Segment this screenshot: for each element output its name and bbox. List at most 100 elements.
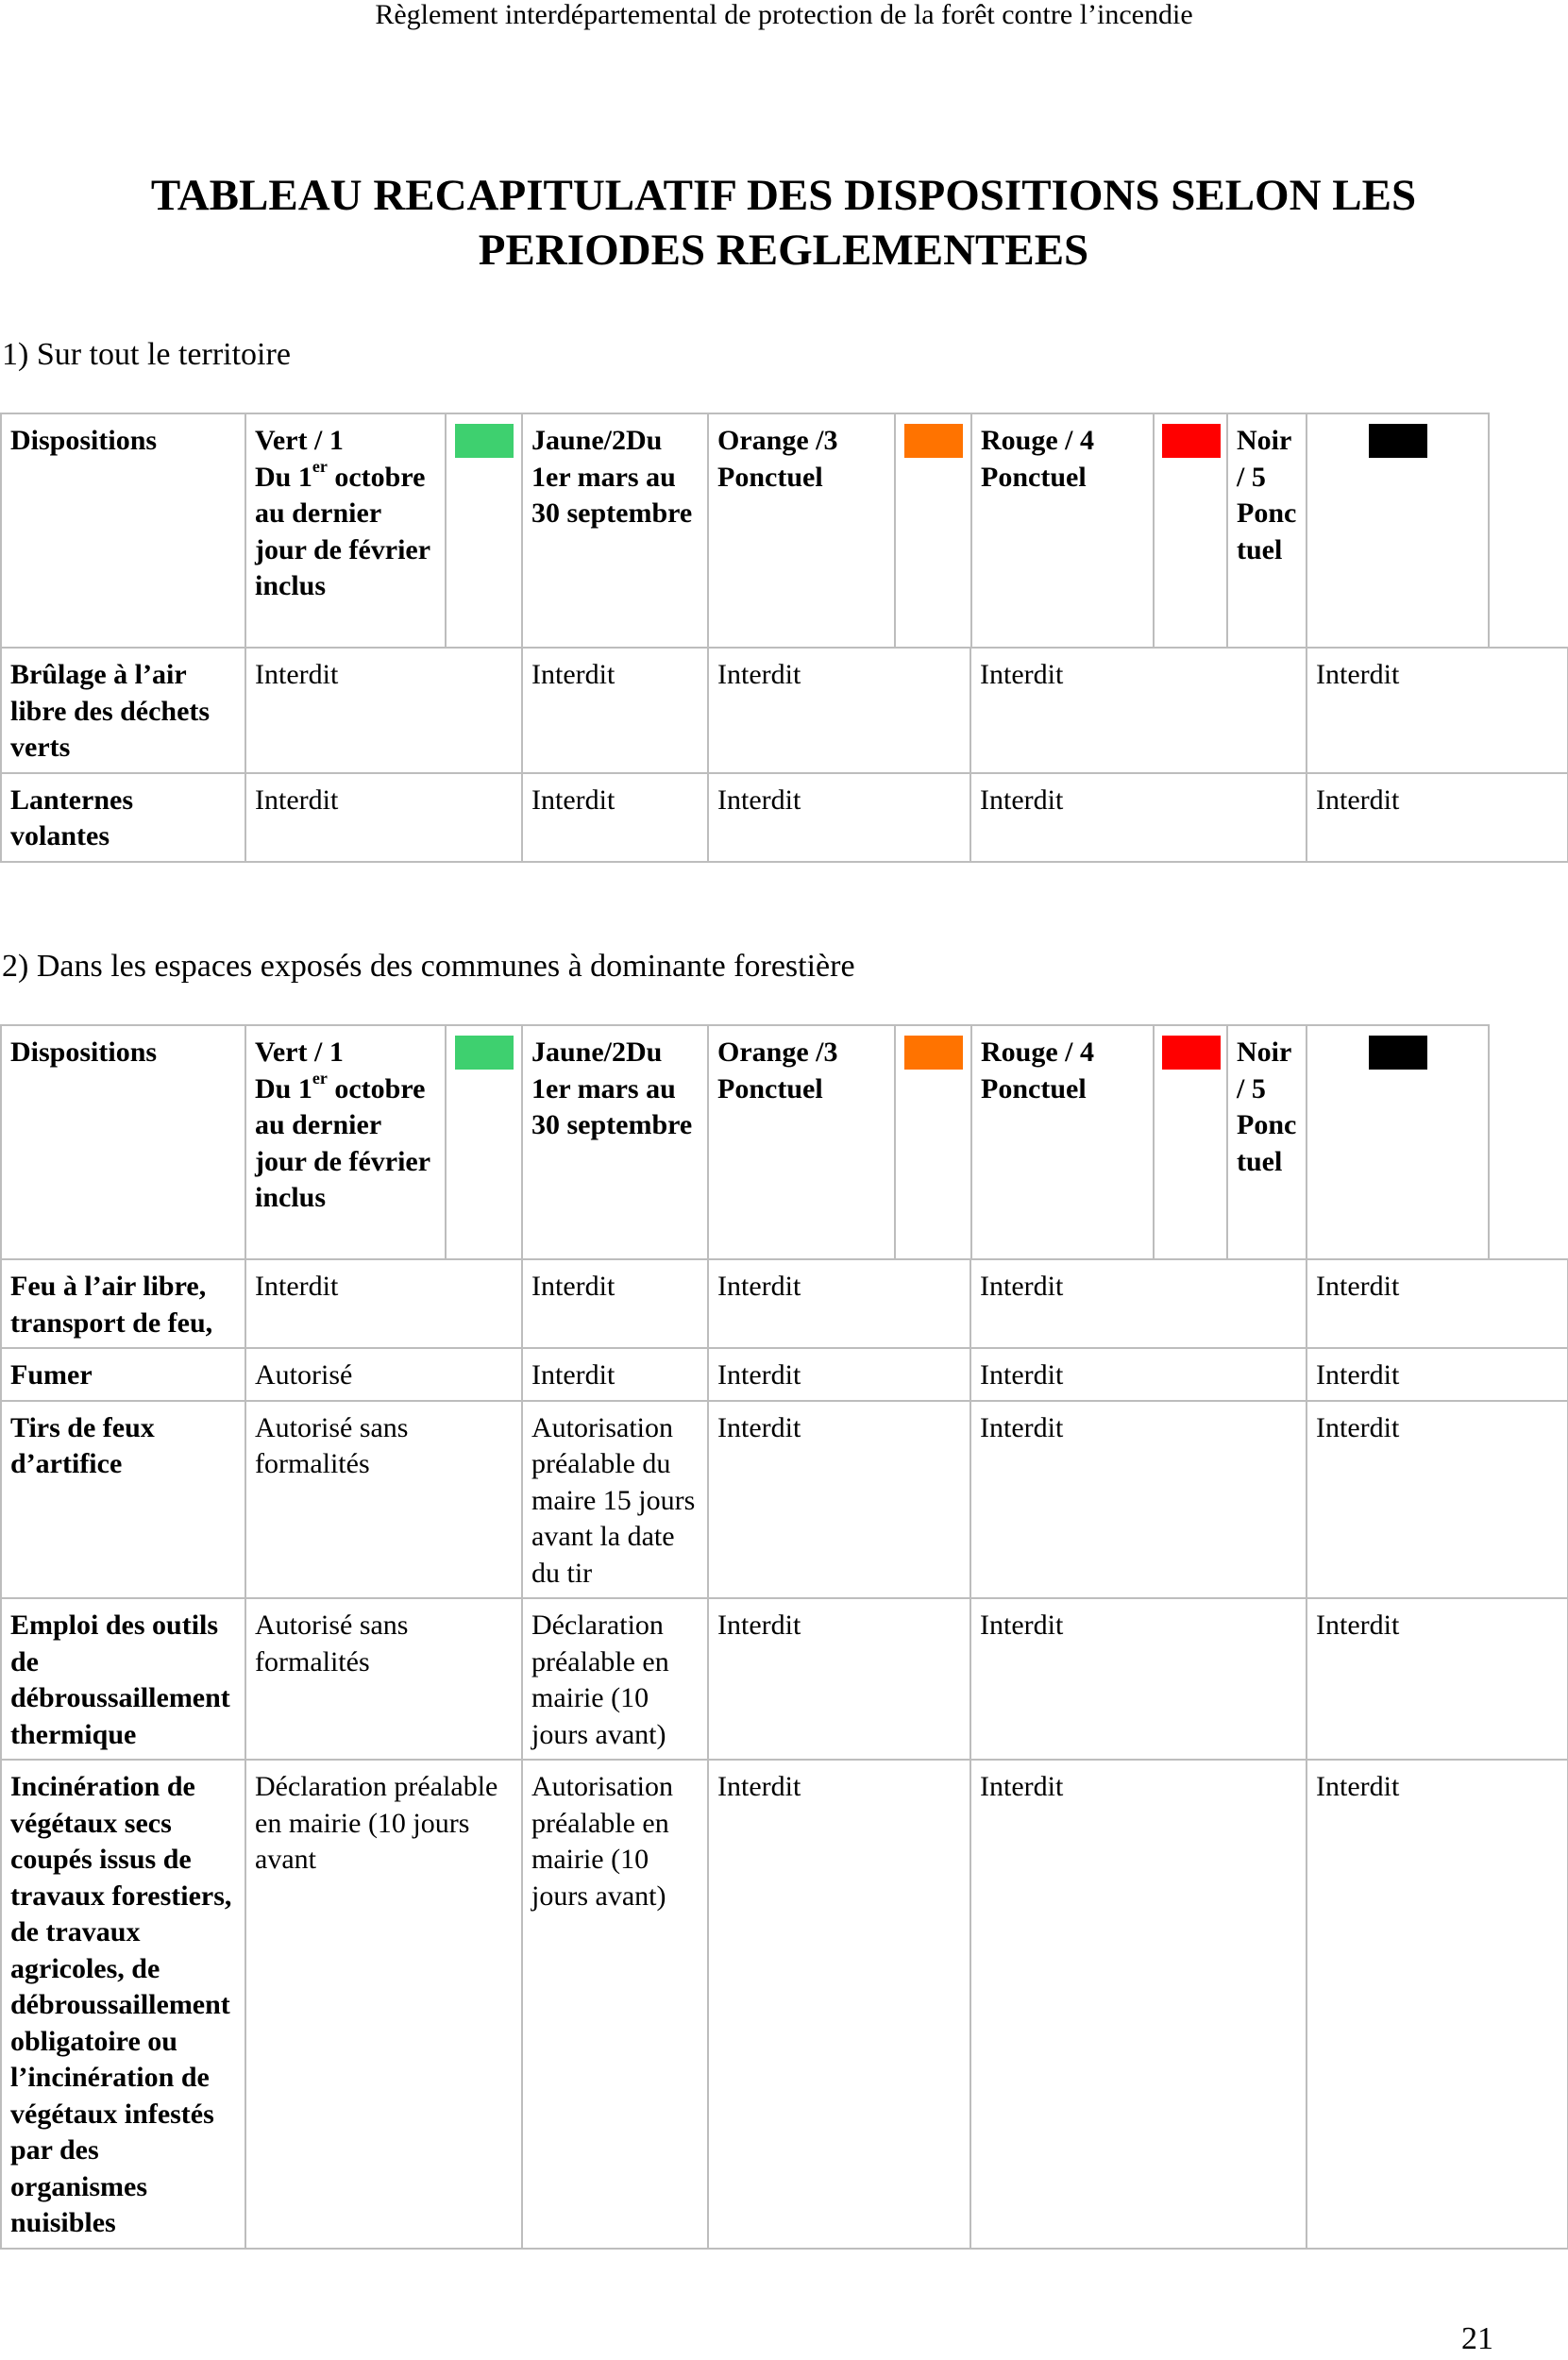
color-swatch-noir [1368, 1036, 1427, 1070]
cell-orange: Interdit [707, 647, 971, 774]
swatch-cell-rouge [1154, 1026, 1228, 1258]
header-vert-rest: octobre au dernier jour de février inclu… [255, 461, 430, 602]
cell-vert: Interdit [244, 1258, 523, 1349]
cell-orange: Interdit [707, 1597, 971, 1761]
cell-jaune: Autorisation préalable en mairie (10 jou… [521, 1759, 709, 2250]
cell-noir: Interdit [1306, 1258, 1568, 1349]
cell-noir: Interdit [1306, 1759, 1568, 2250]
table-row: Feu à l’air libre, transport de feu, Inte… [0, 1258, 1568, 1349]
header-vert-du: Du 1 [255, 461, 312, 493]
cell-rouge: Interdit [969, 1347, 1307, 1402]
cell-orange: Interdit [707, 1258, 971, 1349]
cell-jaune: Interdit [521, 647, 709, 774]
header-jaune: Jaune/2Du 1er mars au 30 septembre [521, 413, 709, 649]
header-vert-sup: er [312, 456, 328, 476]
cell-vert: Autorisé sans formalités [244, 1399, 523, 1599]
color-swatch-vert [454, 424, 514, 458]
header-row: Dispositions Vert / 1 Du 1er octobre au d… [0, 413, 1568, 649]
section-heading-territoire: 1) Sur tout le territoire [2, 337, 291, 372]
color-swatch-orange [903, 424, 963, 458]
color-swatch-noir [1368, 424, 1427, 458]
header-dispositions: Dispositions [0, 1024, 246, 1260]
cell-noir: Interdit [1306, 771, 1568, 863]
disposition-label: Fumer [0, 1347, 246, 1402]
cell-rouge: Interdit [969, 1597, 1307, 1761]
cell-noir: Interdit [1306, 1597, 1568, 1761]
header-vert-rest: octobre au dernier jour de février inclu… [255, 1072, 430, 1214]
header-vert-title: Vert / 1 [255, 425, 344, 456]
cell-vert: Autorisé [244, 1347, 523, 1402]
cell-noir: Interdit [1306, 647, 1568, 774]
swatch-cell-orange [895, 1026, 972, 1258]
header-orange-rouge: Orange /3 Ponctuel Rouge / 4 Ponctuel [709, 1026, 1228, 1258]
disposition-label: Emploi des outils de débroussaillement t… [0, 1597, 246, 1761]
swatch-cell-vert [445, 1024, 523, 1260]
cell-jaune: Déclaration préalable en mairie (10 jour… [521, 1597, 709, 1761]
header-jaune: Jaune/2Du 1er mars au 30 septembre [521, 1024, 709, 1260]
table-row: Emploi des outils de débroussaillement t… [0, 1597, 1568, 1761]
header-rouge: Rouge / 4 Ponctuel [971, 414, 1155, 647]
dispositions-table-espaces-exposes: Dispositions Vert / 1 Du 1er octobre au d… [0, 1024, 1568, 2250]
cell-orange: Interdit [707, 771, 971, 863]
cell-vert: Interdit [244, 771, 523, 863]
color-swatch-orange [903, 1036, 963, 1070]
header-vert-du: Du 1 [255, 1072, 312, 1104]
disposition-label: Feu à l’air libre, transport de feu, [0, 1258, 246, 1349]
section-heading-espaces-exposes: 2) Dans les espaces exposés des communes… [2, 949, 855, 984]
disposition-label: Incinération de végétaux secs coupés iss… [0, 1759, 246, 2250]
table-body-territoire: Brûlage à l’air libre des déchets verts I… [0, 647, 1568, 863]
swatch-cell-vert [445, 413, 523, 649]
header-vert-title: Vert / 1 [255, 1037, 344, 1068]
header-dispositions: Dispositions [0, 413, 246, 649]
table-row: Brûlage à l’air libre des déchets verts I… [0, 647, 1568, 774]
running-header: Règlement interdépartemental de protecti… [375, 0, 1193, 30]
table-row: Tirs de feux d’artifice Autorisé sans for… [0, 1399, 1568, 1599]
header-noir: Noir / 5 Ponctuel [1226, 1024, 1307, 1260]
color-swatch-rouge [1162, 1036, 1221, 1070]
color-swatch-rouge [1162, 424, 1221, 458]
cell-vert: Déclaration préalable en mairie (10 jour… [244, 1759, 523, 2250]
dispositions-table-territoire: Dispositions Vert / 1 Du 1er octobre au d… [0, 413, 1568, 863]
swatch-cell-noir [1306, 413, 1490, 649]
disposition-label: Lanternes volantes [0, 771, 246, 863]
table-row: Fumer Autorisé Interdit Interdit Interdit Int… [0, 1347, 1568, 1402]
header-rouge: Rouge / 4 Ponctuel [971, 1026, 1155, 1258]
cell-jaune: Autorisation préalable du maire 15 jours… [521, 1399, 709, 1599]
header-vert: Vert / 1 Du 1er octobre au dernier jour d… [244, 1024, 447, 1260]
color-swatch-vert [454, 1036, 514, 1070]
header-vert-sup: er [312, 1068, 328, 1087]
page-title: TABLEAU RECAPITULATIF DES DISPOSITIONS S… [150, 171, 1417, 275]
table-body-espaces-exposes: Feu à l’air libre, transport de feu, Inte… [0, 1258, 1568, 2250]
swatch-cell-orange [895, 414, 972, 647]
header-orange-rouge: Orange /3 Ponctuel Rouge / 4 Ponctuel [709, 414, 1228, 647]
cell-jaune: Interdit [521, 771, 709, 863]
cell-rouge: Interdit [969, 1399, 1307, 1599]
cell-rouge: Interdit [969, 647, 1307, 774]
table-row: Incinération de végétaux secs coupés iss… [0, 1759, 1568, 2250]
disposition-label: Brûlage à l’air libre des déchets verts [0, 647, 246, 774]
header-orange-rouge-group: Orange /3 Ponctuel Rouge / 4 Ponctuel [707, 1024, 1228, 1260]
cell-rouge: Interdit [969, 771, 1307, 863]
header-row: Dispositions Vert / 1 Du 1er octobre au d… [0, 1024, 1568, 1260]
header-orange: Orange /3 Ponctuel [709, 414, 896, 647]
header-noir: Noir / 5 Ponctuel [1226, 413, 1307, 649]
cell-rouge: Interdit [969, 1759, 1307, 2250]
cell-noir: Interdit [1306, 1347, 1568, 1402]
cell-noir: Interdit [1306, 1399, 1568, 1599]
header-vert: Vert / 1 Du 1er octobre au dernier jour d… [244, 413, 447, 649]
cell-jaune: Interdit [521, 1347, 709, 1402]
header-orange-rouge-group: Orange /3 Ponctuel Rouge / 4 Ponctuel [707, 413, 1228, 649]
cell-orange: Interdit [707, 1759, 971, 2250]
disposition-label: Tirs de feux d’artifice [0, 1399, 246, 1599]
cell-rouge: Interdit [969, 1258, 1307, 1349]
swatch-cell-noir [1306, 1024, 1490, 1260]
cell-orange: Interdit [707, 1399, 971, 1599]
swatch-cell-rouge [1154, 414, 1228, 647]
cell-vert: Interdit [244, 647, 523, 774]
header-orange: Orange /3 Ponctuel [709, 1026, 896, 1258]
cell-vert: Autorisé sans formalités [244, 1597, 523, 1761]
table-row: Lanternes volantes Interdit Interdit Interd… [0, 771, 1568, 863]
cell-jaune: Interdit [521, 1258, 709, 1349]
cell-orange: Interdit [707, 1347, 971, 1402]
page-number: 21 [1461, 2321, 1493, 2356]
